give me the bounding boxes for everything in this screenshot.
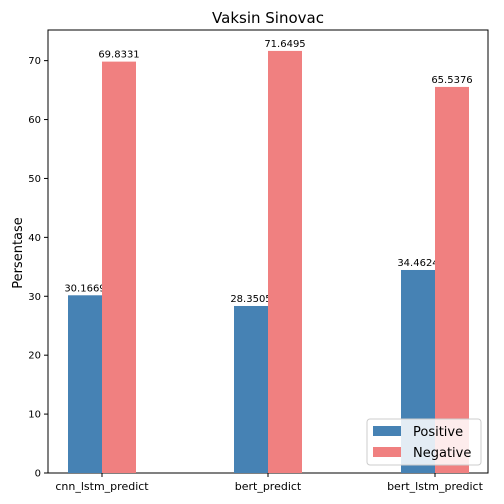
x-tick-label: cnn_lstm_predict (55, 480, 149, 493)
plot-area: 0 10 20 30 40 50 60 70 cnn_lstm_predict 30.1669 69… (28, 29, 489, 493)
bar-negative (435, 86, 469, 474)
y-tick-label: 10 (28, 410, 41, 421)
y-axis-label: Persentase (11, 217, 26, 289)
legend-swatch-negative (373, 447, 401, 457)
y-tick-label: 0 (35, 469, 41, 480)
y-tick-label: 20 (28, 351, 41, 362)
y-tick-label: 30 (28, 292, 41, 303)
x-tick-label: bert_predict (235, 480, 302, 493)
legend: Positive Negative (366, 418, 482, 466)
data-label: 34.4624 (397, 258, 438, 269)
bar-negative (268, 50, 302, 474)
data-label: 28.3505 (230, 294, 271, 305)
y-tick-label: 50 (28, 174, 41, 185)
data-label: 71.6495 (264, 39, 305, 50)
y-tick-label: 40 (28, 233, 41, 244)
legend-swatch-positive (373, 426, 401, 436)
data-label: 65.5376 (431, 75, 472, 86)
y-tick-label: 60 (28, 115, 41, 126)
chart-title: Vaksin Sinovac (212, 9, 324, 27)
y-tick-label: 70 (28, 56, 41, 67)
data-label: 30.1669 (64, 283, 105, 294)
bar-positive (234, 305, 268, 473)
legend-label-negative: Negative (413, 446, 471, 461)
data-label: 69.8331 (98, 50, 139, 61)
x-tick-label: bert_lstm_predict (387, 480, 484, 493)
bar-negative (102, 61, 136, 473)
legend-label-positive: Positive (413, 425, 463, 440)
bar-positive (68, 295, 102, 473)
